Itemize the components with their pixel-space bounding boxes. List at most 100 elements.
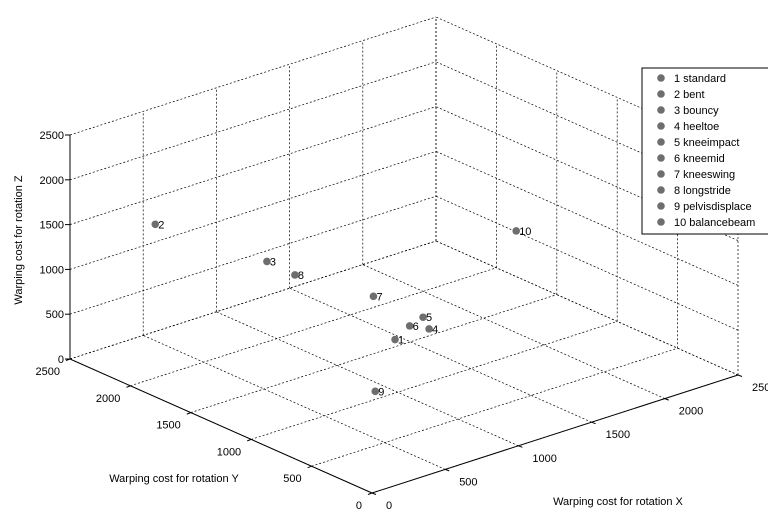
point-label-1: 1	[398, 335, 404, 347]
x-tick-label: 0	[386, 500, 392, 512]
point-label-9: 9	[378, 386, 384, 398]
legend: 1 standard 2 bent 3 bouncy 4 heeltoe 5 kneei…	[641, 67, 768, 235]
point-label-6: 6	[413, 321, 419, 333]
grid-line	[435, 240, 739, 376]
legend-item: 7 kneeswing	[674, 169, 735, 181]
legend-item: 8 longstride	[674, 185, 731, 197]
grid-line	[143, 335, 446, 470]
grid-line	[435, 16, 739, 152]
legend-marker	[657, 122, 665, 130]
y-tick-mark	[247, 438, 252, 442]
grid-line	[69, 61, 437, 181]
tick-layer: 0500100015002000250005001000150020002500…	[36, 130, 768, 512]
legend-marker	[657, 218, 665, 226]
x-tick-mark	[371, 492, 377, 495]
point-label-4: 4	[432, 324, 438, 336]
y-tick-mark	[367, 492, 373, 495]
grid-line	[69, 151, 437, 270]
legend-marker	[657, 186, 665, 194]
z-tick-label: 0	[58, 354, 64, 366]
point-label-5: 5	[426, 312, 432, 324]
x-tick-mark	[445, 468, 450, 472]
legend-item: 9 pelvisdisplace	[674, 201, 752, 213]
x-tick-label: 2000	[679, 406, 703, 418]
legend-item: 10 balancebeam	[674, 217, 755, 229]
grid-line	[69, 106, 437, 225]
grid-line	[69, 195, 437, 315]
legend-item: 5 kneeimpact	[674, 137, 739, 149]
grid-line	[251, 321, 618, 440]
legend-item: 1 standard	[674, 73, 726, 85]
x-tick-mark	[737, 374, 743, 377]
y-tick-label: 500	[283, 473, 301, 485]
data-point-8	[291, 271, 299, 279]
grid-line	[69, 240, 437, 360]
x-tick-mark	[664, 398, 669, 401]
z-tick-label: 2000	[40, 175, 64, 187]
legend-marker	[657, 138, 665, 146]
box-layer	[69, 135, 739, 494]
legend-marker	[657, 154, 665, 162]
legend-item: 4 heeltoe	[674, 121, 719, 133]
legend-item: 3 bouncy	[674, 105, 719, 117]
point-label-2: 2	[158, 219, 164, 231]
z-tick-label: 1500	[40, 220, 64, 232]
point-label-10: 10	[519, 226, 531, 238]
x-tick-label: 500	[459, 476, 477, 488]
x-tick-label: 1500	[606, 429, 630, 441]
y-tick-mark	[126, 385, 131, 388]
data-point-7	[369, 292, 378, 301]
data-point-9	[371, 387, 380, 396]
x-tick-mark	[591, 421, 596, 425]
z-axis-label: Warping cost for rotation Z	[13, 175, 25, 304]
grid-line	[216, 311, 519, 447]
legend-marker	[657, 74, 665, 82]
grid-layer	[69, 16, 739, 494]
y-tick-label: 2000	[96, 393, 120, 405]
grid-line	[289, 287, 592, 423]
grid-line	[435, 61, 739, 197]
data-point-1	[391, 335, 399, 344]
legend-item: 2 bent	[674, 89, 705, 101]
grid-line	[435, 106, 739, 241]
z-tick-label: 2500	[40, 130, 64, 142]
y-tick-label: 0	[356, 500, 362, 512]
grid-line	[435, 151, 739, 286]
z-tick-label: 500	[46, 309, 64, 321]
grid-line	[130, 267, 497, 387]
data-point-3	[263, 257, 271, 266]
data-point-5	[419, 313, 427, 322]
grid-line	[311, 347, 678, 467]
legend-item: 6 kneemid	[674, 153, 725, 165]
data-point-10	[512, 227, 520, 235]
y-tick-mark	[307, 465, 312, 469]
legend-marker	[657, 90, 665, 98]
y-tick-label: 1500	[156, 420, 180, 432]
y-tick-label: 2500	[36, 366, 60, 378]
x-tick-label: 2500	[752, 382, 768, 394]
grid-line	[69, 16, 437, 136]
legend-marker	[657, 202, 665, 210]
grid-line	[190, 294, 557, 413]
x-axis-label: Warping cost for rotation X	[553, 496, 683, 508]
legend-marker	[657, 170, 665, 178]
point-layer: 1 2 3 456 7 8 9 10	[151, 219, 531, 398]
y-axis-label: Warping cost for rotation Y	[109, 473, 239, 485]
point-label-3: 3	[270, 256, 276, 268]
data-point-2	[151, 220, 160, 229]
data-point-6	[405, 322, 414, 330]
grid-line	[435, 195, 739, 331]
point-label-8: 8	[298, 270, 304, 282]
legend-marker	[657, 106, 665, 114]
data-point-4	[425, 325, 433, 333]
y-axis-line	[69, 358, 373, 494]
grid-line	[362, 264, 665, 399]
x-axis-line	[371, 374, 739, 494]
point-label-7: 7	[376, 291, 382, 303]
x-tick-label: 1000	[532, 453, 556, 465]
x-tick-mark	[518, 445, 523, 448]
y-tick-label: 1000	[217, 446, 241, 458]
z-tick-label: 1000	[40, 264, 64, 276]
y-tick-mark	[186, 412, 191, 415]
